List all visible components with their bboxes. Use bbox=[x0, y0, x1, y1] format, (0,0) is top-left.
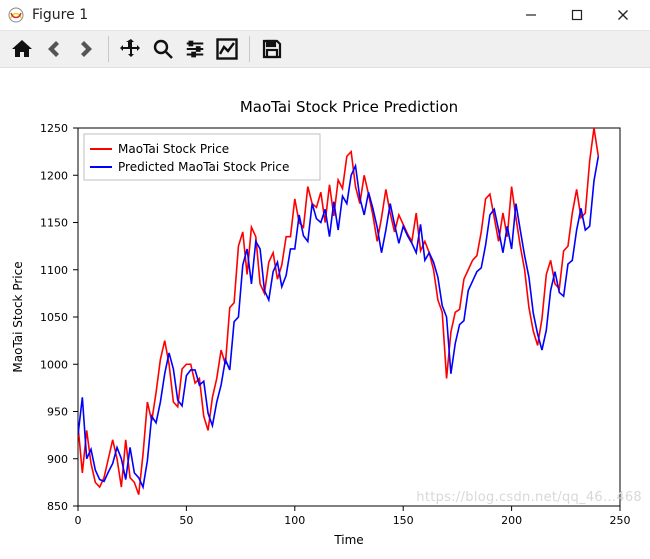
title-bar: Figure 1 bbox=[0, 0, 650, 30]
mpl-toolbar bbox=[0, 30, 650, 68]
xtick-label: 150 bbox=[393, 514, 414, 527]
ytick-label: 1200 bbox=[40, 169, 68, 182]
ytick-label: 1000 bbox=[40, 358, 68, 371]
xtick-label: 250 bbox=[610, 514, 631, 527]
toolbar-separator bbox=[249, 36, 250, 62]
ytick-label: 1100 bbox=[40, 264, 68, 277]
zoom-icon[interactable] bbox=[147, 33, 179, 65]
pan-icon[interactable] bbox=[115, 33, 147, 65]
ytick-label: 1150 bbox=[40, 217, 68, 230]
ytick-label: 850 bbox=[47, 500, 68, 513]
save-icon[interactable] bbox=[256, 33, 288, 65]
app-icon bbox=[8, 7, 24, 23]
edit-lines-icon[interactable] bbox=[211, 33, 243, 65]
window-title: Figure 1 bbox=[32, 7, 88, 23]
y-axis-label: MaoTai Stock Price bbox=[11, 261, 25, 372]
back-icon[interactable] bbox=[38, 33, 70, 65]
xtick-label: 50 bbox=[179, 514, 193, 527]
chart-area: 0 50 100 150 200 250 850 900 950 1000 1050 1100 1150… bbox=[0, 68, 650, 559]
ytick-label: 950 bbox=[47, 406, 68, 419]
x-axis-label: Time bbox=[333, 533, 363, 547]
ytick-label: 1250 bbox=[40, 122, 68, 135]
legend-label: Predicted MaoTai Stock Price bbox=[118, 160, 289, 174]
line-chart: 0 50 100 150 200 250 850 900 950 1000 1050 1100 1150… bbox=[0, 68, 650, 559]
forward-icon[interactable] bbox=[70, 33, 102, 65]
minimize-button[interactable] bbox=[508, 0, 554, 30]
xtick-label: 0 bbox=[75, 514, 82, 527]
ytick-label: 1050 bbox=[40, 311, 68, 324]
maximize-button[interactable] bbox=[554, 0, 600, 30]
xtick-label: 100 bbox=[284, 514, 305, 527]
home-icon[interactable] bbox=[6, 33, 38, 65]
legend-label: MaoTai Stock Price bbox=[118, 142, 229, 156]
toolbar-separator bbox=[108, 36, 109, 62]
xtick-label: 200 bbox=[501, 514, 522, 527]
figure-window: Figure 1 bbox=[0, 0, 650, 559]
chart-title: MaoTai Stock Price Prediction bbox=[240, 98, 458, 116]
ytick-label: 900 bbox=[47, 453, 68, 466]
close-button[interactable] bbox=[600, 0, 646, 30]
configure-icon[interactable] bbox=[179, 33, 211, 65]
